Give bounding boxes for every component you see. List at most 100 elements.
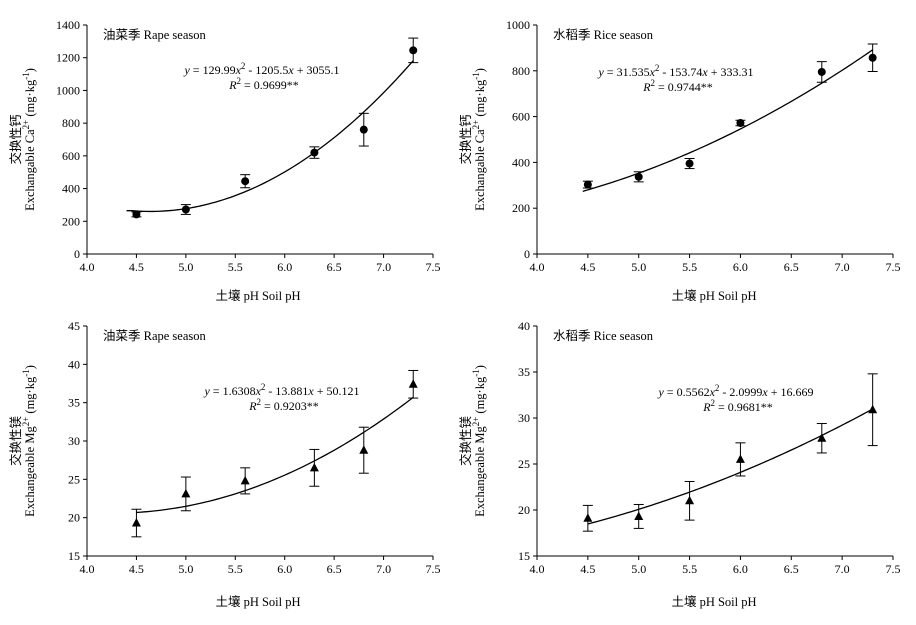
y-tick-label: 1000 bbox=[56, 83, 80, 97]
panel-title: 水稻季 Rice season bbox=[553, 28, 654, 42]
x-axis-title: 土壤 pH Soil pH bbox=[671, 288, 756, 303]
data-point bbox=[310, 148, 319, 157]
x-tick-label: 6.5 bbox=[784, 562, 799, 576]
y-tick-label: 1000 bbox=[506, 18, 530, 32]
data-point bbox=[735, 454, 745, 463]
x-tick-label: 5.5 bbox=[228, 260, 243, 274]
x-tick-label: 6.5 bbox=[784, 260, 799, 274]
fit-curve bbox=[136, 396, 414, 514]
y-tick-label: 15 bbox=[518, 549, 530, 563]
y-axis-title-cn: 交换性钙 bbox=[8, 114, 23, 164]
data-point bbox=[583, 180, 592, 189]
data-point bbox=[181, 488, 191, 498]
x-tick-label: 6.5 bbox=[327, 260, 342, 274]
data-point bbox=[817, 433, 827, 442]
x-axis-title: 土壤 pH Soil pH bbox=[671, 594, 756, 609]
panel-title: 水稻季 Rice season bbox=[553, 329, 654, 343]
x-tick-label: 4.5 bbox=[129, 562, 144, 576]
fit-r-squared: R2 = 0.9681** bbox=[702, 398, 773, 414]
fit-r-squared: R2 = 0.9699** bbox=[228, 76, 299, 92]
data-point bbox=[736, 119, 745, 128]
y-tick-label: 25 bbox=[518, 457, 530, 471]
y-tick-label: 800 bbox=[62, 116, 80, 130]
x-tick-label: 7.5 bbox=[426, 562, 441, 576]
fit-equation: y = 129.99x2 - 1205.5x + 3055.1 bbox=[183, 61, 339, 77]
chart-panel-top-left: 4.0 4.5 5.0 5.5 6.0 6.5 7.0 7.5 0 200 400 600 800 100… bbox=[8, 18, 441, 303]
data-point bbox=[359, 445, 369, 454]
y-axis-title-en: Exchangeable Mg2+ (mg·kg-1) bbox=[21, 365, 37, 517]
y-axis-title-en: Exchangable Ca2+ (mg·kg-1) bbox=[471, 68, 487, 211]
x-tick-label: 7.0 bbox=[376, 260, 391, 274]
y-tick-label: 40 bbox=[68, 357, 80, 371]
data-point bbox=[132, 210, 141, 219]
x-axis-title: 土壤 pH Soil pH bbox=[215, 288, 300, 303]
x-tick-label: 7.5 bbox=[426, 260, 441, 274]
y-tick-label: 400 bbox=[62, 182, 80, 196]
y-tick-label: 800 bbox=[512, 64, 530, 78]
x-tick-label: 5.0 bbox=[631, 562, 646, 576]
data-point bbox=[634, 511, 644, 520]
fit-equation: y = 1.6308x2 - 13.881x + 50.121 bbox=[203, 382, 359, 398]
y-tick-label: 20 bbox=[68, 511, 80, 525]
fit-curve bbox=[582, 49, 874, 192]
y-tick-label: 400 bbox=[512, 155, 530, 169]
y-tick-label: 30 bbox=[68, 434, 80, 448]
y-tick-label: 1400 bbox=[56, 18, 80, 32]
data-point bbox=[359, 125, 368, 134]
x-axis-title: 土壤 pH Soil pH bbox=[215, 594, 300, 609]
data-point bbox=[181, 205, 190, 214]
x-tick-label: 7.0 bbox=[835, 562, 850, 576]
x-tick-label: 4.5 bbox=[580, 260, 595, 274]
data-point bbox=[131, 518, 141, 527]
fit-curve bbox=[126, 60, 414, 213]
y-axis-title: 交换性钙 Exchangable Ca2+ (mg·kg-1) bbox=[8, 68, 37, 211]
x-tick-label: 5.0 bbox=[178, 562, 193, 576]
x-tick-label: 6.0 bbox=[277, 562, 292, 576]
y-axis-title: 交换性镁 Exchangeable Mg2+ (mg·kg-1) bbox=[8, 365, 37, 517]
x-tick-label: 7.0 bbox=[835, 260, 850, 274]
y-tick-label: 0 bbox=[74, 247, 80, 261]
x-tick-label: 4.0 bbox=[530, 562, 545, 576]
y-tick-label: 200 bbox=[62, 214, 80, 228]
fit-r-squared: R2 = 0.9744** bbox=[642, 78, 713, 94]
data-point bbox=[868, 404, 878, 414]
y-axis-title-en: Exchangeable Mg2+ (mg·kg-1) bbox=[471, 365, 487, 517]
data-point bbox=[634, 172, 643, 181]
y-tick-label: 35 bbox=[68, 396, 80, 410]
y-tick-label: 40 bbox=[518, 319, 530, 333]
data-point bbox=[241, 177, 250, 186]
x-tick-label: 4.5 bbox=[129, 260, 144, 274]
y-tick-label: 600 bbox=[512, 110, 530, 124]
x-tick-label: 5.0 bbox=[178, 260, 193, 274]
x-tick-label: 6.0 bbox=[733, 260, 748, 274]
panel-title: 油菜季 Rape season bbox=[103, 329, 207, 343]
y-tick-label: 45 bbox=[68, 319, 80, 333]
y-tick-label: 15 bbox=[68, 549, 80, 563]
y-tick-label: 35 bbox=[518, 365, 530, 379]
x-tick-label: 5.5 bbox=[682, 260, 697, 274]
fit-curve bbox=[587, 408, 873, 525]
x-tick-label: 4.0 bbox=[80, 260, 95, 274]
data-point bbox=[309, 462, 319, 472]
data-point bbox=[409, 46, 418, 55]
data-point bbox=[408, 379, 418, 388]
x-tick-label: 6.0 bbox=[733, 562, 748, 576]
x-tick-label: 7.0 bbox=[376, 562, 391, 576]
y-axis-title-cn: 交换性镁 bbox=[458, 416, 473, 467]
panel-title: 油菜季 Rape season bbox=[103, 28, 207, 42]
y-tick-label: 600 bbox=[62, 149, 80, 163]
x-tick-label: 7.5 bbox=[886, 562, 901, 576]
chart-panel-top-right: 4.0 4.5 5.0 5.5 6.0 6.5 7.0 7.5 0 200 400 600 800 100… bbox=[458, 18, 901, 303]
data-point bbox=[583, 513, 593, 522]
y-tick-label: 0 bbox=[524, 247, 530, 261]
y-tick-label: 25 bbox=[68, 472, 80, 486]
x-tick-label: 4.0 bbox=[530, 260, 545, 274]
x-tick-label: 5.5 bbox=[228, 562, 243, 576]
x-tick-label: 5.0 bbox=[631, 260, 646, 274]
y-axis-title: 交换性钙 Exchangable Ca2+ (mg·kg-1) bbox=[458, 68, 487, 211]
fit-r-squared: R2 = 0.9203** bbox=[248, 397, 319, 413]
y-axis-title-cn: 交换性钙 bbox=[458, 114, 473, 164]
y-tick-label: 1200 bbox=[56, 51, 80, 65]
